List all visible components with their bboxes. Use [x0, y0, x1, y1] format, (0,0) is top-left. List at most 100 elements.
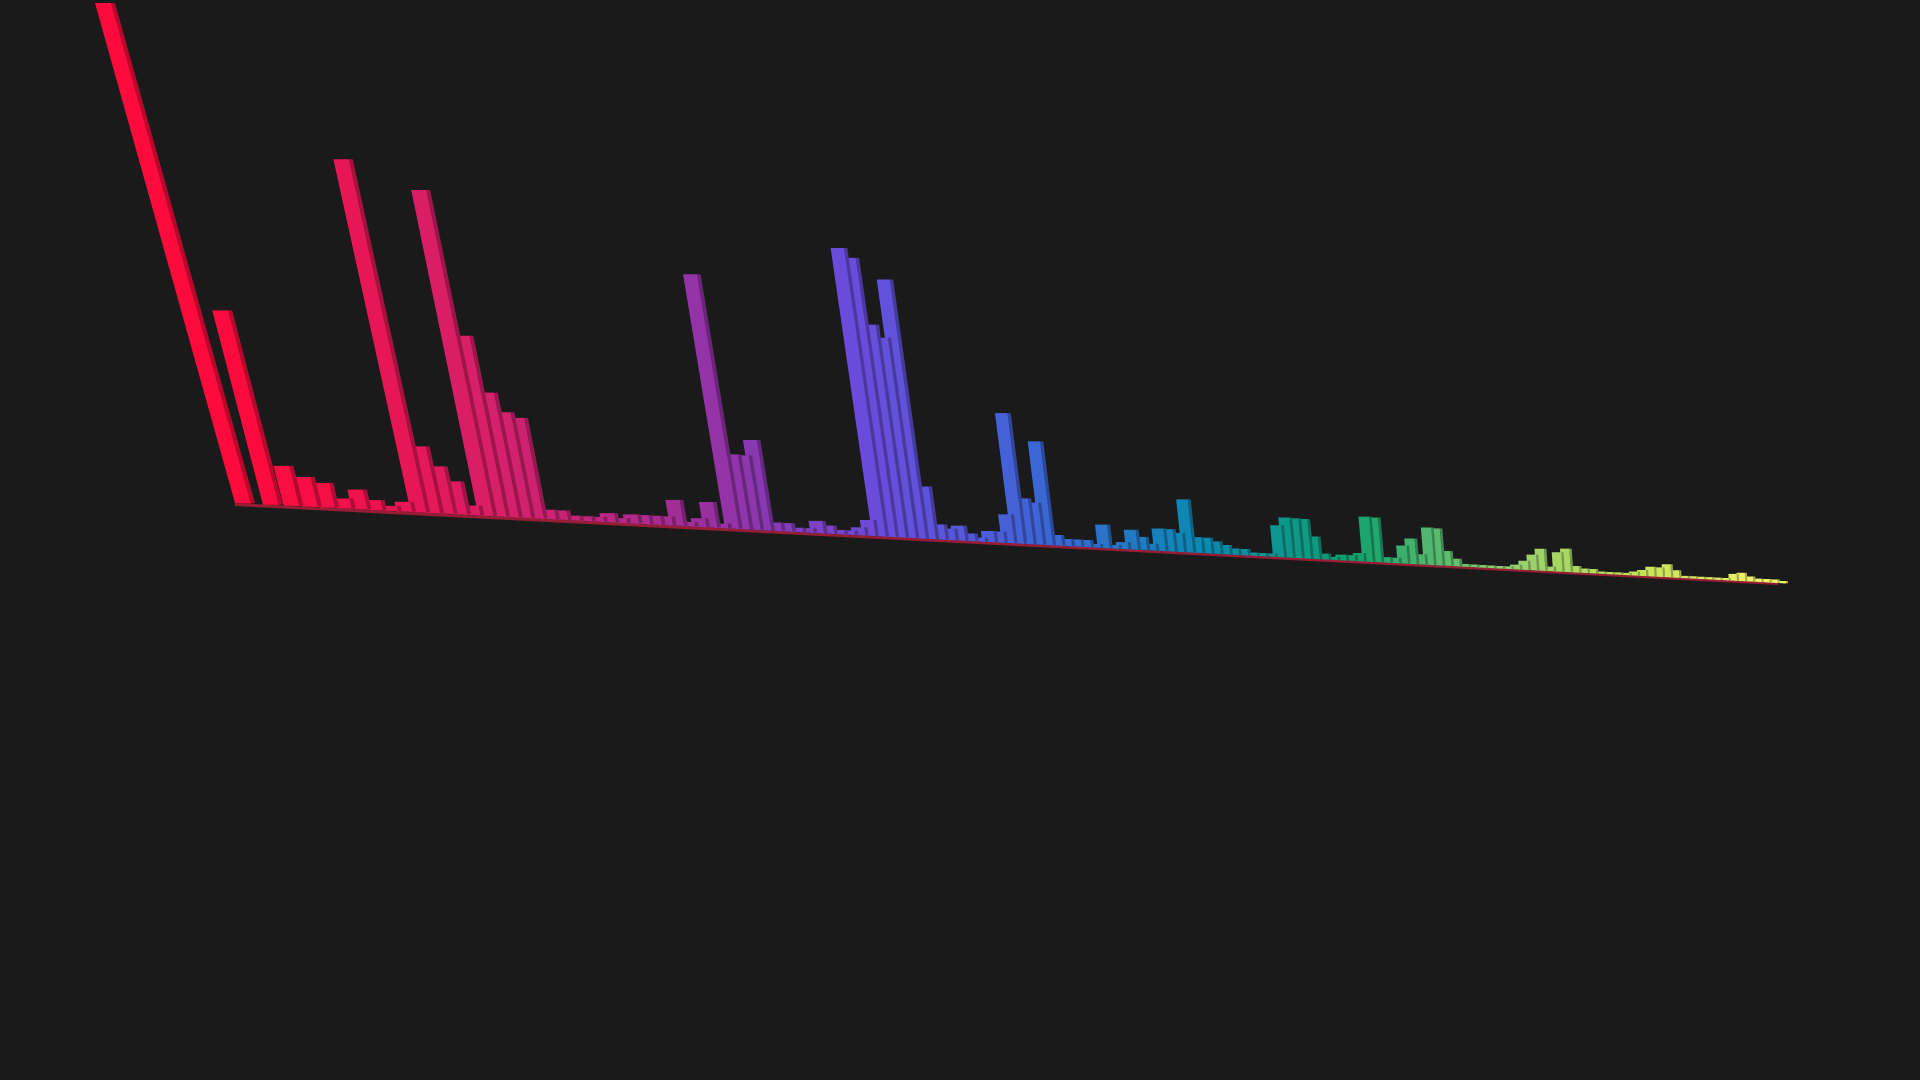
bar-side	[1712, 577, 1715, 580]
bar-side	[1654, 566, 1657, 577]
bar-side	[1695, 576, 1699, 579]
bar-side	[591, 516, 596, 522]
bar-side	[1662, 567, 1666, 578]
bar-side	[443, 466, 458, 515]
bar-side	[1210, 537, 1215, 554]
bar-side	[1107, 524, 1113, 549]
bar-side	[1424, 554, 1428, 565]
bar-side	[963, 525, 969, 541]
bar-side	[1390, 557, 1394, 563]
bar-side	[380, 500, 387, 511]
bar-side	[1645, 570, 1649, 577]
bar	[273, 465, 300, 507]
bar-side	[111, 3, 255, 504]
bar-side	[1587, 568, 1591, 574]
bar-side	[1439, 528, 1446, 566]
bar-side	[1502, 565, 1506, 569]
bar-side	[748, 455, 765, 531]
bar-side	[1317, 536, 1323, 560]
bar-side	[1182, 532, 1188, 553]
bar-side	[1256, 552, 1260, 556]
bar-side	[1090, 540, 1095, 548]
bar-side	[875, 324, 910, 538]
bar-side	[228, 310, 283, 505]
bar-side	[396, 505, 402, 512]
bar	[411, 189, 494, 517]
bar-side	[1363, 553, 1367, 562]
bar-side	[1744, 572, 1748, 582]
bar-side	[1785, 581, 1788, 584]
bar-side	[812, 528, 818, 533]
bar-side	[1485, 565, 1489, 568]
bar-side	[1099, 543, 1104, 548]
bar-side	[1354, 555, 1359, 562]
bar-side	[756, 439, 775, 531]
bar-side	[1769, 579, 1772, 583]
bar-side	[524, 417, 548, 519]
bar-side	[1377, 517, 1385, 563]
bar-side	[864, 527, 869, 536]
bar-side	[1621, 572, 1624, 575]
bar-side	[1704, 576, 1707, 580]
bar-side	[843, 247, 890, 537]
bar-side	[780, 522, 786, 532]
bar-side	[1414, 538, 1420, 565]
bar-side	[1346, 554, 1350, 561]
bar-side	[889, 279, 930, 539]
bar-side	[554, 509, 560, 520]
bar-side	[679, 499, 688, 527]
bar-side	[1307, 519, 1314, 559]
bar-side	[1265, 552, 1269, 557]
bar-side	[1274, 553, 1278, 557]
bar-side	[943, 524, 950, 540]
bar	[1761, 579, 1770, 583]
bar-side	[887, 337, 920, 539]
bar-side	[1595, 569, 1599, 574]
bar	[1269, 525, 1285, 558]
bar-side	[478, 505, 485, 516]
bar-side	[1753, 576, 1756, 582]
baseline-floor	[235, 503, 1778, 585]
bar-side	[626, 518, 631, 524]
bar-side	[493, 392, 523, 518]
bar-side	[460, 481, 472, 515]
bar-side	[694, 521, 699, 527]
bar-side	[1468, 564, 1472, 567]
bar-side	[822, 520, 828, 534]
bar-side	[1535, 554, 1540, 571]
bar	[1094, 524, 1110, 549]
bar-side	[1337, 556, 1341, 561]
bar-side	[1612, 571, 1616, 575]
bar-side	[1080, 539, 1085, 547]
bar-side	[984, 537, 989, 542]
bar-side	[566, 510, 572, 521]
bar-side	[469, 335, 511, 517]
bar-side	[954, 528, 959, 541]
bar-side	[1298, 518, 1305, 559]
bar-side	[637, 514, 643, 524]
bar-side	[833, 525, 838, 534]
bar-side	[671, 516, 677, 526]
bar-side	[1679, 570, 1682, 578]
bar-side	[873, 520, 879, 537]
bar-side	[410, 501, 417, 512]
bar-group	[95, 3, 1788, 584]
bar-side	[1155, 543, 1160, 551]
bar-side	[510, 412, 536, 519]
bar	[212, 310, 279, 505]
bar-side	[1145, 536, 1151, 551]
bar-side	[855, 257, 900, 538]
bar	[1358, 516, 1373, 562]
bar-side	[974, 533, 979, 542]
bar-side	[1038, 502, 1047, 545]
bar-side	[1637, 571, 1641, 576]
bar-side	[310, 476, 322, 507]
bar-side	[1028, 498, 1037, 545]
bar-side	[1127, 542, 1132, 550]
bar-side	[1477, 564, 1480, 568]
bar-side	[791, 523, 797, 532]
bar-side	[426, 189, 498, 517]
bar-side	[648, 515, 654, 525]
bar-side	[697, 274, 743, 529]
